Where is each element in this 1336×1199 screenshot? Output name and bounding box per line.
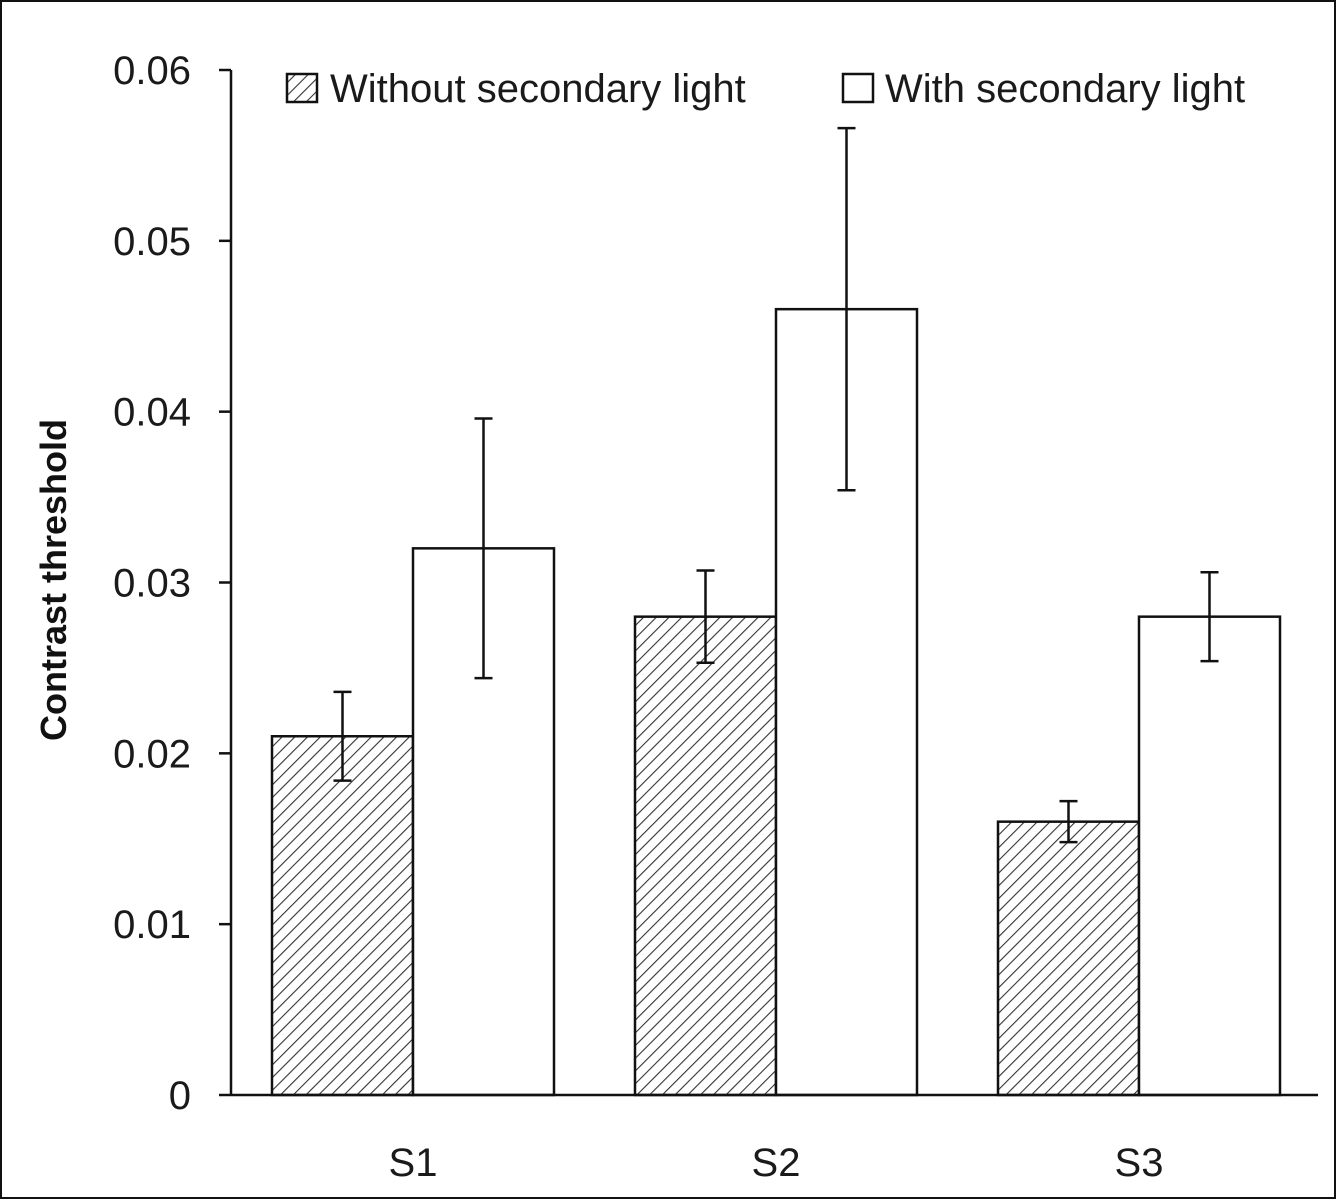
x-category-label: S2 — [752, 1141, 801, 1185]
y-tick-label: 0.04 — [113, 391, 191, 435]
bar-s3-without — [996, 820, 1141, 1097]
legend-swatch — [285, 72, 319, 104]
legend-item-without: Without secondary light — [285, 67, 746, 111]
y-axis-title: Contrast threshold — [33, 419, 74, 741]
y-axis-ticks: 0 0.01 0.02 0.03 0.04 0.05 0.06 — [113, 49, 231, 1118]
y-tick-label: 0 — [169, 1074, 191, 1118]
y-tick-label: 0.06 — [113, 49, 191, 93]
error-bars — [333, 126, 1219, 844]
legend-item-with: With secondary light — [841, 67, 1245, 111]
error-bar — [1059, 799, 1078, 844]
error-bar — [333, 690, 352, 782]
y-tick-label: 0.03 — [113, 562, 191, 606]
legend-swatch — [841, 72, 875, 104]
error-bar — [837, 126, 856, 492]
axes — [229, 70, 1318, 1097]
legend-label: Without secondary light — [330, 67, 746, 111]
error-bar — [474, 417, 493, 680]
bar-s1-without — [270, 735, 415, 1097]
error-bar — [1200, 571, 1219, 663]
y-tick-label: 0.02 — [113, 732, 191, 776]
x-category-label: S1 — [389, 1141, 438, 1185]
legend-label: With secondary light — [885, 67, 1245, 111]
bar-series — [270, 307, 1282, 1097]
x-category-label: S3 — [1115, 1141, 1164, 1185]
y-tick-label: 0.05 — [113, 220, 191, 264]
legend: Without secondary light With secondary li… — [285, 67, 1245, 111]
error-bar — [696, 569, 715, 665]
bar-s3-with — [1137, 615, 1282, 1097]
bar-s2-without — [633, 615, 778, 1097]
x-axis-labels: S1 S2 S3 — [389, 1141, 1164, 1185]
y-tick-label: 0.01 — [113, 903, 191, 947]
